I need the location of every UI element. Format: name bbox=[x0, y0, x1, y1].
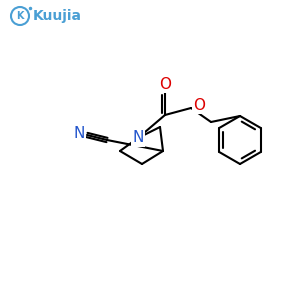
Text: O: O bbox=[159, 77, 171, 92]
Text: K: K bbox=[16, 11, 24, 21]
Text: Kuujia: Kuujia bbox=[33, 9, 82, 23]
Text: O: O bbox=[193, 98, 205, 113]
Text: N: N bbox=[74, 127, 85, 142]
Text: N: N bbox=[132, 130, 144, 146]
